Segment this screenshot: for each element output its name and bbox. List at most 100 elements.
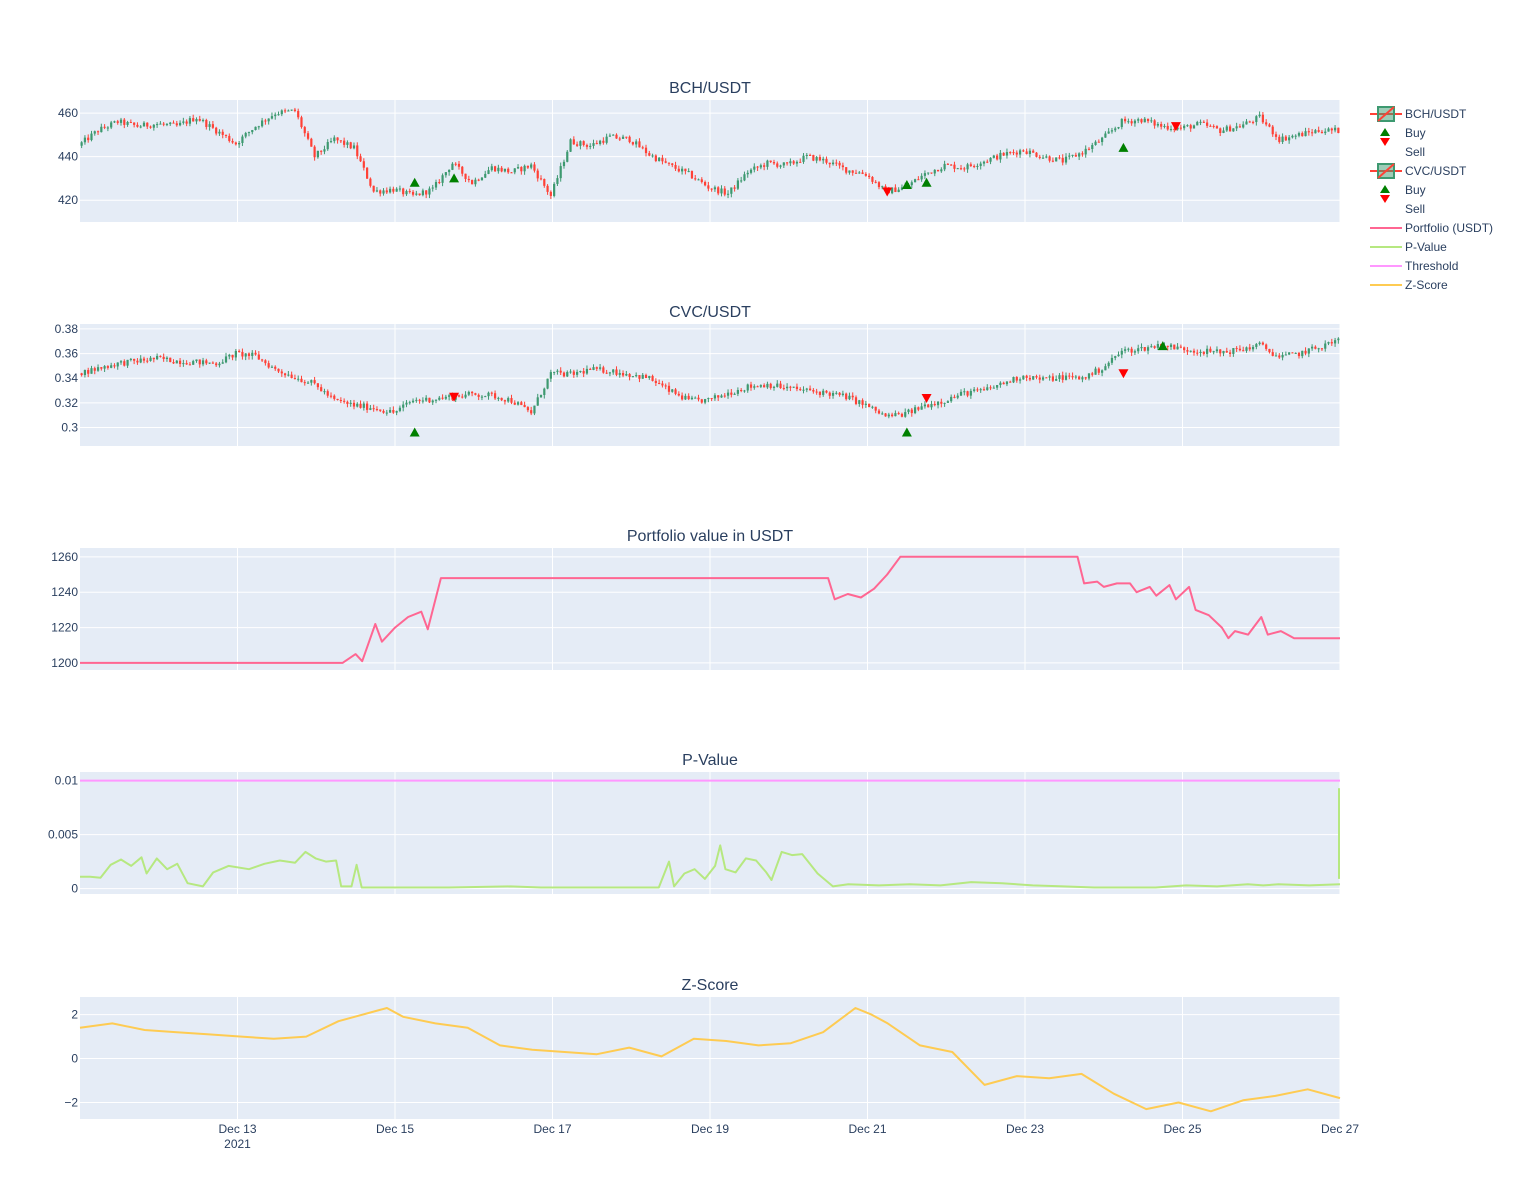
- y-tick-label: 1240: [51, 585, 78, 599]
- candle-body: [582, 141, 585, 146]
- candle-body: [1215, 126, 1219, 129]
- candle-body: [119, 361, 123, 363]
- candle-body: [313, 146, 316, 158]
- candle-body: [1274, 355, 1278, 357]
- candle-body: [576, 144, 579, 146]
- candle-body: [772, 162, 776, 164]
- candle-body: [766, 383, 769, 388]
- legend-label: CVC/USDT: [1405, 164, 1467, 178]
- x-tick-label: Dec 13: [218, 1122, 256, 1136]
- candle-body: [241, 136, 244, 143]
- candle-body: [992, 155, 995, 158]
- candle-body: [277, 368, 280, 372]
- candle-body: [553, 371, 556, 373]
- candle-body: [959, 168, 963, 170]
- candle-body: [1087, 148, 1091, 150]
- candle-body: [667, 385, 671, 392]
- candle-body: [825, 158, 828, 163]
- legend-sell-icon: [1380, 195, 1390, 203]
- candle-body: [1084, 148, 1087, 155]
- candle-body: [441, 175, 444, 183]
- candle-body: [772, 386, 776, 388]
- candle-body: [1048, 376, 1051, 378]
- candle-body: [1245, 347, 1248, 351]
- candle-body: [349, 402, 352, 404]
- candle-body: [398, 188, 402, 190]
- candle-body: [1055, 157, 1058, 162]
- candle-body: [1173, 344, 1176, 350]
- candle-body: [359, 156, 362, 162]
- candle-body: [516, 402, 520, 405]
- series-line-2: [80, 555, 1340, 664]
- candle-body: [123, 119, 126, 125]
- candle-body: [96, 367, 100, 371]
- candle-body: [562, 161, 566, 167]
- candle-body: [996, 155, 999, 160]
- candle-body: [464, 394, 467, 398]
- candle-body: [864, 173, 867, 176]
- candle-body: [838, 392, 841, 395]
- candle-body: [326, 142, 329, 150]
- candle-body: [562, 372, 566, 377]
- candle-body: [1143, 347, 1146, 351]
- candle-body: [339, 140, 342, 142]
- candle-body: [1120, 350, 1123, 355]
- candle-body: [841, 165, 844, 168]
- candle-body: [418, 399, 421, 401]
- candle-body: [986, 387, 989, 391]
- candle-body: [802, 389, 805, 391]
- candle-body: [96, 131, 100, 133]
- candle-body: [408, 191, 411, 193]
- candle-body: [1074, 154, 1077, 157]
- candle-body: [247, 353, 251, 356]
- candle-body: [129, 122, 132, 124]
- y-tick-label: 0.3: [61, 421, 78, 435]
- buy-marker: [901, 179, 912, 189]
- candle-body: [448, 395, 451, 397]
- candle-body: [848, 170, 851, 173]
- candle-body: [1160, 124, 1163, 127]
- candle-body: [556, 178, 559, 184]
- candle-body: [530, 410, 533, 414]
- legend-buy-icon: [1380, 128, 1390, 136]
- candle-body: [1235, 126, 1238, 129]
- candle-body: [608, 135, 612, 137]
- candle-body: [1337, 127, 1340, 134]
- candle-body: [956, 168, 959, 170]
- candle-body: [162, 123, 165, 125]
- candle-body: [254, 352, 257, 355]
- candle-body: [395, 410, 398, 413]
- candle-body: [1058, 375, 1061, 379]
- candle-body: [366, 167, 369, 179]
- candle-body: [274, 114, 277, 117]
- candle-body: [1219, 349, 1222, 354]
- candle-body: [894, 413, 897, 417]
- candle-body: [1107, 131, 1110, 134]
- candle-body: [1238, 126, 1242, 128]
- candle-body: [215, 127, 218, 134]
- candle-body: [421, 190, 424, 196]
- candle-body: [943, 163, 946, 170]
- candle-body: [477, 179, 480, 181]
- candle-body: [510, 398, 513, 403]
- legend-buy-icon: [1380, 185, 1390, 193]
- candle-body: [1255, 116, 1258, 123]
- series-line-4: [79, 1007, 1341, 1113]
- candle-body: [595, 143, 598, 145]
- candle-body: [224, 356, 228, 363]
- candle-body: [1228, 126, 1232, 132]
- candle-body: [323, 149, 326, 152]
- sell-marker: [449, 392, 460, 402]
- candle-body: [270, 116, 274, 119]
- y-tick-label: 0.32: [55, 396, 79, 410]
- candle-body: [881, 186, 884, 188]
- candle-body: [743, 174, 746, 181]
- candle-body: [310, 138, 313, 147]
- candle-body: [730, 187, 733, 194]
- candle-body: [83, 137, 87, 143]
- candle-body: [1271, 352, 1274, 356]
- candle-body: [1130, 121, 1133, 124]
- candle-body: [178, 122, 182, 126]
- candle-body: [520, 402, 523, 405]
- candle-body: [681, 168, 684, 172]
